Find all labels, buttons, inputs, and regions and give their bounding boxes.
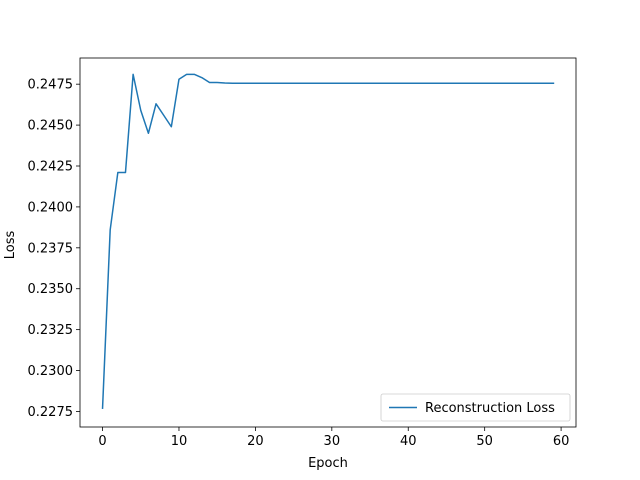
x-axis-label: Epoch — [308, 456, 348, 471]
x-tick-label: 40 — [400, 434, 417, 449]
y-tick-label: 0.2400 — [28, 200, 74, 215]
x-tick-label: 20 — [247, 434, 264, 449]
x-tick-label: 60 — [553, 434, 570, 449]
x-tick-label: 30 — [324, 434, 341, 449]
y-axis-label: Loss — [3, 231, 18, 260]
x-tick-label: 10 — [171, 434, 188, 449]
series-line-reconstruction-loss — [101, 73, 555, 409]
y-tick-label: 0.2450 — [28, 119, 74, 134]
legend-label-reconstruction-loss: Reconstruction Loss — [425, 401, 555, 416]
y-tick-label: 0.2350 — [28, 282, 74, 297]
y-tick-label: 0.2275 — [28, 405, 74, 420]
x-tick-label: 0 — [98, 434, 106, 449]
y-tick-label: 0.2375 — [28, 241, 74, 256]
y-tick-label: 0.2325 — [28, 323, 74, 338]
x-tick-label: 50 — [476, 434, 493, 449]
y-tick-label: 0.2300 — [28, 364, 74, 379]
y-tick-label: 0.2425 — [28, 160, 74, 175]
legend: Reconstruction Loss — [380, 393, 571, 422]
plot-area — [79, 57, 577, 428]
legend-box — [380, 393, 571, 422]
axes-frame — [79, 57, 577, 428]
y-axis-ticks: 0.2275 0.2300 0.2325 0.2350 0.2375 0.2400 0.24… — [28, 78, 80, 420]
y-tick-label: 0.2475 — [28, 78, 74, 93]
x-axis-ticks: 0 10 20 30 40 50 60 — [98, 427, 569, 449]
